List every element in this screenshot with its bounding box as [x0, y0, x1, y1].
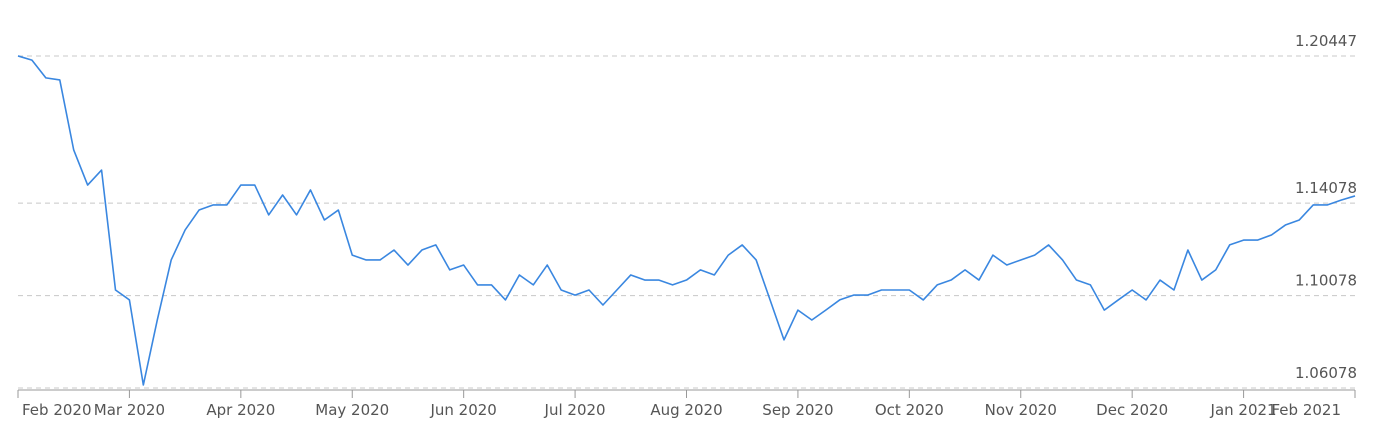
x-tick-label: Oct 2020	[875, 401, 944, 419]
x-tick-label: Mar 2020	[94, 401, 165, 419]
x-tick-label: Nov 2020	[985, 401, 1057, 419]
x-tick-label: Aug 2020	[650, 401, 722, 419]
x-tick-label: Dec 2020	[1096, 401, 1168, 419]
x-tick-label: Jan 2021	[1210, 401, 1277, 419]
x-tick-label: Jul 2020	[544, 401, 606, 419]
x-tick-label: Feb 2020	[22, 401, 92, 419]
y-tick-label: 1.10078	[1295, 272, 1357, 290]
y-tick-label: 1.20447	[1295, 32, 1357, 50]
x-tick-label: Apr 2020	[206, 401, 275, 419]
x-tick-label: Sep 2020	[762, 401, 833, 419]
x-tick-label: Feb 2021	[1272, 401, 1342, 419]
x-tick-label: Jun 2020	[429, 401, 496, 419]
data-line	[17, 55, 1356, 386]
x-tick-label: May 2020	[315, 401, 389, 419]
y-tick-label: 1.14078	[1295, 179, 1357, 197]
y-tick-label: 1.06078	[1295, 364, 1357, 382]
